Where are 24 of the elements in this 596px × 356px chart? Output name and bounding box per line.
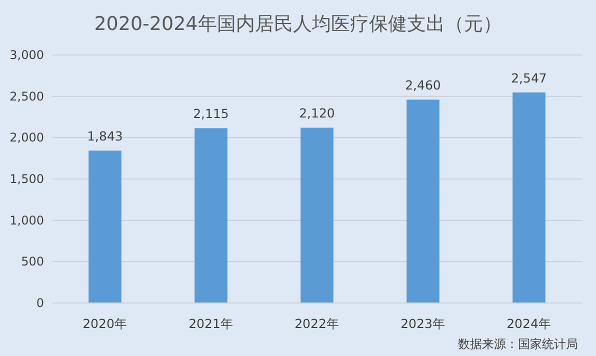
y-tick-label: 3,000 <box>10 48 44 62</box>
chart-title: 2020-2024年国内居民人均医疗保健支出（元） <box>94 13 502 35</box>
bar <box>406 100 440 303</box>
x-tick-label: 2022年 <box>294 316 340 331</box>
x-tick-label: 2020年 <box>82 316 128 331</box>
bar <box>194 128 228 303</box>
data-label: 2,115 <box>193 106 229 122</box>
y-tick-label: 500 <box>21 254 44 269</box>
data-label: 2,120 <box>299 106 335 121</box>
data-label: 2,547 <box>511 70 547 86</box>
y-tick-label: 2,000 <box>10 130 44 145</box>
y-tick-label: 0 <box>36 296 44 310</box>
x-tick-label: 2024年 <box>506 316 552 331</box>
y-tick-label: 2,500 <box>10 89 44 104</box>
y-tick-label: 1,000 <box>10 213 44 228</box>
bar <box>300 128 334 303</box>
x-tick-label: 2021年 <box>188 316 234 331</box>
data-label: 2,460 <box>405 78 441 93</box>
bar <box>88 150 122 303</box>
data-label: 1,843 <box>87 128 123 144</box>
x-tick-label: 2023年 <box>400 316 446 331</box>
source-note: 数据来源：国家统计局 <box>458 337 578 351</box>
bar <box>512 92 546 303</box>
y-tick-label: 1,500 <box>10 172 44 186</box>
